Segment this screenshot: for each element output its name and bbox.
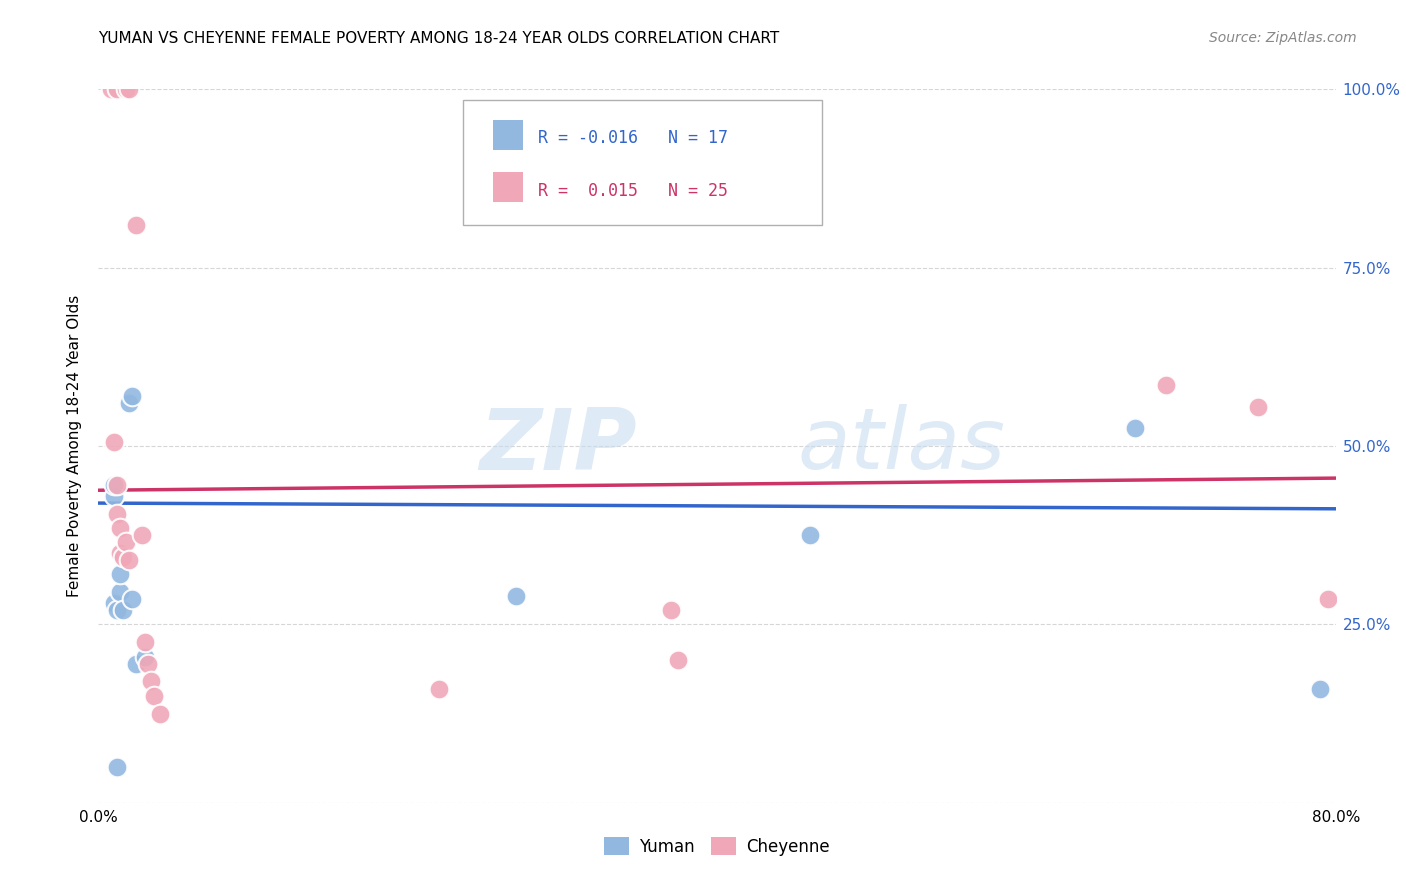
Point — [118, 396, 141, 410]
Point — [118, 553, 141, 567]
FancyBboxPatch shape — [464, 100, 823, 225]
Point — [427, 681, 450, 696]
FancyBboxPatch shape — [494, 172, 523, 202]
Point — [124, 657, 146, 671]
Point — [112, 549, 135, 564]
Point — [108, 521, 131, 535]
Text: YUMAN VS CHEYENNE FEMALE POVERTY AMONG 18-24 YEAR OLDS CORRELATION CHART: YUMAN VS CHEYENNE FEMALE POVERTY AMONG 1… — [98, 31, 780, 46]
Point — [103, 435, 125, 450]
Point — [105, 478, 128, 492]
Point — [124, 218, 146, 232]
Point — [105, 82, 128, 96]
Point — [1309, 681, 1331, 696]
Point — [118, 82, 141, 96]
Text: atlas: atlas — [797, 404, 1005, 488]
Point — [108, 546, 131, 560]
Legend: Yuman, Cheyenne: Yuman, Cheyenne — [598, 830, 837, 863]
Point — [108, 585, 131, 599]
Point — [1247, 400, 1270, 414]
FancyBboxPatch shape — [494, 120, 523, 150]
Point — [103, 478, 125, 492]
Point — [1154, 378, 1177, 392]
Point — [100, 82, 122, 96]
Y-axis label: Female Poverty Among 18-24 Year Olds: Female Poverty Among 18-24 Year Olds — [67, 295, 83, 597]
Text: R = -0.016   N = 17: R = -0.016 N = 17 — [537, 129, 728, 147]
Point — [131, 528, 153, 542]
Point — [143, 689, 166, 703]
Point — [1123, 421, 1146, 435]
Point — [103, 489, 125, 503]
Point — [103, 596, 125, 610]
Point — [105, 507, 128, 521]
Point — [105, 760, 128, 774]
Point — [149, 706, 172, 721]
Text: R =  0.015   N = 25: R = 0.015 N = 25 — [537, 182, 728, 200]
Point — [1317, 592, 1340, 607]
Point — [666, 653, 689, 667]
Point — [121, 592, 143, 607]
Point — [134, 649, 156, 664]
Point — [505, 589, 527, 603]
Point — [108, 567, 131, 582]
Point — [659, 603, 682, 617]
Point — [799, 528, 821, 542]
Point — [134, 635, 156, 649]
Point — [115, 535, 138, 549]
Text: Source: ZipAtlas.com: Source: ZipAtlas.com — [1209, 31, 1357, 45]
Point — [139, 674, 162, 689]
Point — [105, 603, 128, 617]
Point — [121, 389, 143, 403]
Point — [115, 82, 138, 96]
Point — [136, 657, 159, 671]
Point — [112, 603, 135, 617]
Text: ZIP: ZIP — [479, 404, 637, 488]
